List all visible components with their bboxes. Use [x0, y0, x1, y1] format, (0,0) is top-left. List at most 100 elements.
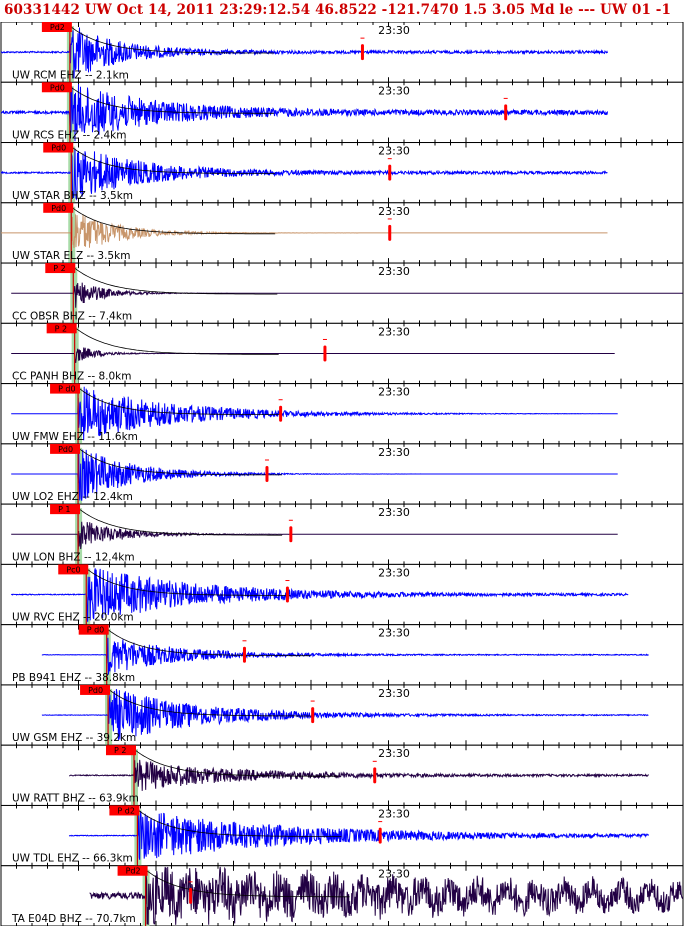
- coda-curve: [145, 869, 350, 898]
- pick-flag: [109, 805, 140, 816]
- pick-label: Pc0: [66, 565, 80, 574]
- trace-panel: 23:30 P 1 UW LON BHZ -- 12.4km: [0, 503, 684, 565]
- coda-marker: [285, 586, 289, 603]
- time-label: 23:30: [378, 627, 410, 640]
- pick-flag: [41, 82, 72, 93]
- coda-marker: [279, 405, 283, 422]
- coda-marker: [360, 44, 364, 61]
- waveform: [11, 282, 683, 308]
- pick-flag: [80, 684, 111, 695]
- pick-flag: [58, 564, 89, 575]
- time-label: 23:30: [378, 807, 410, 820]
- coda-curve: [106, 628, 311, 657]
- station-label: UW LO2 EHZ -- 12.4km: [12, 491, 133, 503]
- coda-curve: [69, 25, 274, 54]
- pick-label: Pd0: [51, 204, 66, 213]
- pick-flag: [105, 745, 136, 756]
- coda-curve: [133, 748, 339, 777]
- coda-marker: [504, 104, 508, 121]
- trace-panel: 23:30 P d0 PB B941 EHZ -- 38.8km: [0, 624, 684, 686]
- station-label: PB B941 EHZ -- 38.8km: [12, 672, 135, 684]
- trace-panel: 23:30 P d0 UW FMW EHZ -- 11.6km: [0, 383, 684, 445]
- trace-panel: 23:30 Pd0 UW LO2 EHZ -- 12.4km: [0, 443, 684, 505]
- coda-marker: [265, 466, 269, 482]
- pick-flag: [50, 443, 81, 454]
- station-label: UW RCM EHZ -- 2.1km: [12, 69, 129, 81]
- trace-panel: 23:30 P 2 UW RATT BHZ -- 63.9km: [0, 744, 684, 806]
- waveform: [10, 568, 629, 622]
- trace-panel: 23:30 Pd2 TA E04D BHZ -- 70.7km: [0, 865, 684, 926]
- pick-flag: [43, 202, 74, 213]
- coda-marker: [388, 164, 392, 181]
- trace-panel: 23:30 Pd0 UW STAR ELZ -- 3.5km: [0, 202, 684, 264]
- pick-flag: [50, 504, 81, 515]
- time-label: 23:30: [378, 747, 410, 760]
- time-label: 23:30: [378, 446, 410, 459]
- pick-label: P 2: [53, 264, 65, 273]
- pick-flag: [45, 263, 76, 274]
- page-title: 60331442 UW Oct 14, 2011 23:29:12.54 46.…: [4, 2, 671, 18]
- waveform: [68, 810, 650, 860]
- pick-flag: [46, 323, 77, 334]
- coda-marker: [373, 767, 377, 784]
- time-label: 23:30: [378, 386, 410, 399]
- time-label: 23:30: [378, 868, 410, 881]
- waveform: [69, 759, 649, 791]
- coda-curve: [70, 206, 276, 235]
- pick-label: Pd0: [50, 83, 65, 92]
- trace-panel: 23:30 Pd0 UW GSM EHZ -- 39.2km: [0, 684, 684, 746]
- station-label: UW GSM EHZ -- 39.2km: [12, 732, 136, 744]
- trace-panel: 23:30 P 2 CC PANH BHZ -- 8.0km: [0, 322, 684, 385]
- coda-marker: [323, 345, 327, 362]
- coda-curve: [77, 387, 283, 416]
- time-label: 23:30: [378, 205, 410, 218]
- pick-label: P d2: [117, 806, 135, 815]
- trace-panel: 23:30 P d2 UW TDL EHZ -- 66.3km: [0, 804, 684, 867]
- coda-curve: [74, 326, 279, 355]
- pick-label: P 1: [58, 505, 70, 514]
- coda-marker: [289, 526, 293, 543]
- pick-label: P 2: [114, 746, 126, 755]
- pick-flag: [50, 383, 81, 394]
- pick-flag: [117, 865, 148, 876]
- pick-label: Pd2: [50, 23, 65, 32]
- trace-panel: 23:30 Pd2 UW RCM EHZ -- 2.1km: [0, 22, 684, 83]
- coda-curve: [70, 146, 276, 174]
- time-label: 23:30: [378, 506, 410, 519]
- coda-curve: [137, 809, 342, 837]
- time-label: 23:30: [378, 265, 410, 278]
- coda-marker: [189, 887, 193, 904]
- time-label: 23:30: [378, 24, 410, 37]
- trace-panel: 23:30 P 2 CC OBSR BHZ -- 7.4km: [0, 262, 684, 324]
- coda-curve: [107, 688, 313, 717]
- pick-label: P d0: [58, 385, 76, 394]
- station-label: TA E04D BHZ -- 70.7km: [11, 913, 136, 925]
- waveform: [41, 689, 649, 740]
- station-label: UW LON BHZ -- 12.4km: [12, 551, 135, 563]
- waveform: [0, 148, 608, 201]
- pick-label: P d0: [87, 626, 105, 635]
- pick-label: Pd0: [51, 144, 66, 153]
- station-label: UW STAR BHZ -- 3.5km: [12, 190, 133, 202]
- coda-curve: [77, 447, 283, 476]
- time-label: 23:30: [378, 325, 410, 338]
- trace-panel: 23:30 Pc0 UW RVC EHZ -- 20.0km: [0, 563, 684, 626]
- pick-flag: [43, 142, 74, 153]
- pick-flag: [41, 22, 72, 32]
- station-label: UW STAR ELZ -- 3.5km: [12, 250, 130, 262]
- pick-label: Pd0: [88, 686, 103, 695]
- station-label: UW RVC EHZ -- 20.0km: [12, 612, 134, 624]
- pick-label: Pd0: [58, 445, 73, 454]
- station-label: CC OBSR BHZ -- 7.4km: [12, 310, 132, 322]
- station-label: UW RCS EHZ -- 2.4km: [12, 130, 127, 142]
- trace-panel: 23:30 Pd0 UW RCS EHZ -- 2.4km: [0, 81, 684, 144]
- time-label: 23:30: [378, 566, 410, 579]
- time-label: 23:30: [378, 687, 410, 700]
- trace-panel: 23:30 Pd0 UW STAR BHZ -- 3.5km: [0, 142, 684, 204]
- seismogram-chart: 23:30 Pd2 UW RCM EHZ -- 2.1km 23:30 Pd0 UW RC…: [0, 22, 684, 926]
- station-label: CC PANH BHZ -- 8.0km: [12, 371, 131, 383]
- waveform: [11, 521, 618, 550]
- station-label: UW TDL EHZ -- 66.3km: [12, 853, 133, 865]
- pick-flag: [78, 624, 109, 635]
- waveform: [1, 214, 608, 249]
